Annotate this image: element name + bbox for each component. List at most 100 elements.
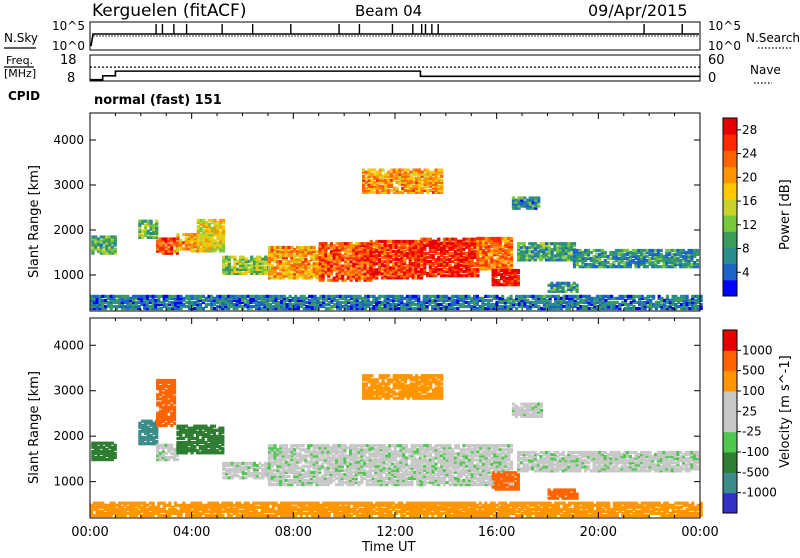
range-cell <box>690 249 693 252</box>
range-cell <box>644 301 647 304</box>
range-cell <box>165 422 168 425</box>
range-cell <box>317 297 320 300</box>
range-cell <box>241 295 244 298</box>
range-cell <box>293 248 296 251</box>
range-cell <box>618 249 621 252</box>
range-cell <box>352 262 355 265</box>
range-cell <box>607 255 610 258</box>
range-cell <box>523 201 526 204</box>
range-cell <box>296 465 299 468</box>
range-cell <box>199 445 202 448</box>
range-cell <box>358 250 361 253</box>
range-cell <box>668 249 671 252</box>
range-cell <box>596 295 599 298</box>
range-cell <box>199 439 202 442</box>
range-cell <box>412 181 415 184</box>
y-tick-label: 2000 <box>53 223 84 237</box>
range-cell <box>204 433 207 436</box>
range-cell <box>528 254 531 257</box>
range-cell <box>200 247 203 250</box>
range-cell <box>381 268 384 271</box>
range-cell <box>490 303 493 306</box>
range-cell <box>406 240 409 243</box>
range-cell <box>274 469 277 472</box>
range-cell <box>376 171 379 174</box>
range-cell <box>277 301 280 304</box>
range-cell <box>150 442 153 445</box>
range-cell <box>279 266 282 269</box>
range-cell <box>488 245 491 248</box>
range-cell <box>434 258 437 261</box>
range-cell <box>100 239 103 242</box>
range-cell <box>372 305 375 308</box>
range-cell <box>412 169 415 172</box>
range-cell <box>421 183 424 186</box>
range-cell <box>398 240 401 243</box>
range-cell <box>103 235 106 238</box>
range-cell <box>674 253 677 256</box>
range-cell <box>180 295 183 298</box>
range-cell <box>255 295 258 298</box>
range-cell <box>193 437 196 440</box>
range-cell <box>618 257 621 260</box>
range-cell <box>451 260 454 263</box>
freq-label-line1: Freq. <box>6 54 33 67</box>
range-cell <box>420 268 423 271</box>
range-cell <box>138 422 141 425</box>
range-cell <box>465 238 468 241</box>
range-cell <box>381 272 384 275</box>
range-cell <box>193 441 196 444</box>
range-cell <box>531 242 534 245</box>
range-cell <box>100 450 103 453</box>
range-cell <box>431 295 434 298</box>
range-cell <box>556 258 559 261</box>
range-cell <box>641 295 644 298</box>
range-cell <box>423 238 426 241</box>
colorbar-segment <box>723 215 737 232</box>
range-cell <box>504 249 507 252</box>
range-cell <box>381 260 384 263</box>
range-cell <box>103 250 106 253</box>
range-cell <box>103 442 106 445</box>
range-cell <box>367 295 370 298</box>
range-cell <box>168 295 171 298</box>
range-cell <box>244 295 247 298</box>
range-cell <box>497 279 500 282</box>
range-cell <box>398 191 401 194</box>
range-cell <box>115 305 118 308</box>
range-cell <box>620 265 623 268</box>
range-cell <box>341 254 344 257</box>
range-cell <box>435 169 438 172</box>
range-cell <box>381 244 384 247</box>
range-cell <box>165 379 168 382</box>
range-cell <box>264 256 267 259</box>
range-cell <box>437 303 440 306</box>
range-cell <box>112 305 115 308</box>
range-cell <box>495 301 498 304</box>
range-cell <box>296 444 299 447</box>
range-cell <box>170 452 173 455</box>
range-cell <box>296 270 299 273</box>
range-cell <box>167 406 170 409</box>
range-cell <box>694 295 697 298</box>
range-cell <box>476 307 479 310</box>
range-cell <box>107 301 110 304</box>
range-cell <box>485 237 488 240</box>
range-cell <box>423 295 426 298</box>
range-cell <box>288 448 291 451</box>
range-cell <box>531 250 534 253</box>
range-cell <box>665 249 668 252</box>
range-cell <box>630 301 633 304</box>
range-cell <box>193 307 196 310</box>
range-cell <box>290 444 293 447</box>
range-cell <box>660 297 663 300</box>
range-cell <box>440 303 443 306</box>
nave-right-tick-top: 60 <box>708 53 725 68</box>
range-cell <box>484 299 487 302</box>
range-cell <box>679 259 682 262</box>
range-cell <box>448 264 451 267</box>
range-cell <box>520 246 523 249</box>
range-cell <box>693 249 696 252</box>
range-cell <box>219 295 222 298</box>
range-cell <box>339 301 342 304</box>
